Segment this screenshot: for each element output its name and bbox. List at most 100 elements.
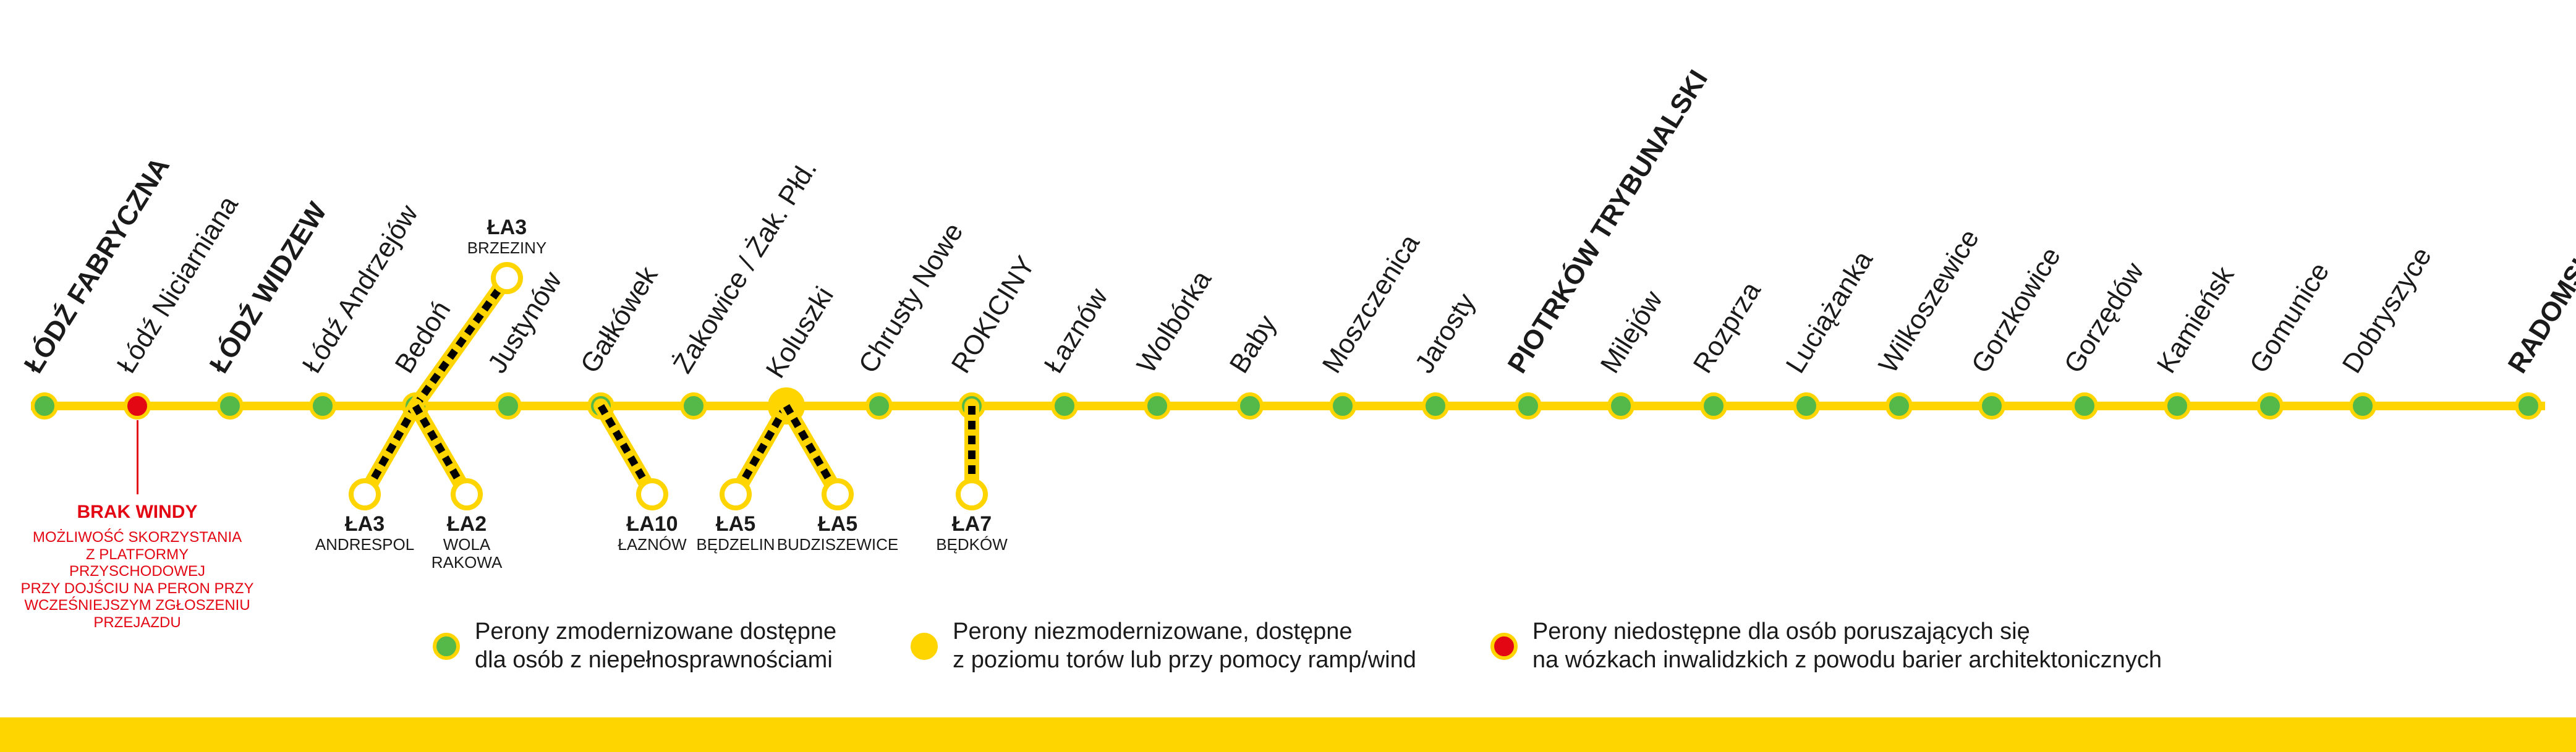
note-body: MOŻLIWOŚĆ SKORZYSTANIAZ PLATFORMY PRZYSC… — [20, 529, 255, 632]
station-label: Łaznów — [1039, 283, 1115, 379]
station-dot — [2256, 392, 2284, 420]
station-dot — [31, 392, 58, 420]
station-label: Wilkoszewice — [1873, 224, 1986, 379]
station: Wilkoszewice — [1885, 392, 1913, 420]
station-dot — [1607, 392, 1634, 420]
station-label: Gorzędów — [2059, 257, 2151, 379]
station: ŁÓDŹ WIDZEW — [216, 392, 244, 420]
legend-dot — [433, 633, 460, 660]
station-label: Dobryszyce — [2337, 242, 2438, 379]
station: Żakowice / Żak. Płd. — [680, 392, 707, 420]
station-dot — [1793, 392, 1820, 420]
branch-name: BĘDKÓW — [936, 536, 1008, 554]
station-dot — [2515, 392, 2542, 420]
station: Koluszki — [768, 387, 805, 425]
station: Gomunice — [2256, 392, 2284, 420]
station-dot — [124, 392, 151, 420]
branch-label: ŁA5 BUDZISZEWICE — [777, 513, 898, 554]
legend-text: Perony niezmodernizowane, dostępnez pozi… — [953, 618, 1416, 674]
station-dot — [1422, 392, 1449, 420]
station: Milejów — [1607, 392, 1634, 420]
station-dot — [680, 392, 707, 420]
station: Jarosty — [1422, 392, 1449, 420]
station-label: Koluszki — [760, 282, 840, 384]
station: Dobryszyce — [2349, 392, 2376, 420]
branch-name: WOLARAKOWA — [431, 536, 503, 571]
branch-code: ŁA7 — [936, 513, 1008, 536]
station: ROKICINY — [958, 392, 985, 420]
station-dot — [2071, 392, 2098, 420]
legend-item: Perony niezmodernizowane, dostępnez pozi… — [911, 618, 1416, 674]
station: Luciążanka — [1793, 392, 1820, 420]
station-dot — [2349, 392, 2376, 420]
station-label: Jarosty — [1409, 288, 1482, 379]
branch-name: BUDZISZEWICE — [777, 536, 898, 554]
station-label: ROKICINY — [946, 251, 1042, 379]
legend-dot — [911, 633, 938, 660]
station-label: Gałkówek — [575, 261, 665, 379]
station-label: Justynów — [482, 266, 569, 379]
branch-label: ŁA7 BĘDKÓW — [936, 513, 1008, 554]
branch-code: ŁA5 — [696, 513, 775, 536]
station-dot — [1978, 392, 2005, 420]
accessibility-note: BRAK WINDY MOŻLIWOŚĆ SKORZYSTANIAZ PLATF… — [20, 420, 255, 632]
station: PIOTRKÓW TRYBUNALSKI — [1515, 392, 1542, 420]
route-diagram: ŁÓDŹ FABRYCZNA Łódź Niciarniana ŁÓDŹ WIDZE… — [31, 0, 2545, 649]
branch-code: ŁA3 — [467, 216, 547, 239]
legend-text: Perony niedostępne dla osób poruszającyc… — [1532, 618, 2162, 674]
legend: Perony zmodernizowane dostępnedla osób z… — [433, 618, 2539, 674]
station-dot — [587, 392, 614, 420]
station-label: Baby — [1224, 310, 1283, 379]
note-connector — [137, 420, 138, 494]
station: Gorzędów — [2071, 392, 2098, 420]
station-dot — [2164, 392, 2191, 420]
station-label: Bedoń — [389, 296, 457, 379]
station: Łódź Andrzejów — [309, 392, 336, 420]
station-label: Kamieńsk — [2151, 261, 2241, 379]
branch-label: ŁA3 ANDRESPOL — [315, 513, 414, 554]
station-label: Moszczenica — [1317, 229, 1426, 379]
branch-code: ŁA2 — [431, 513, 503, 536]
station-dot — [1885, 392, 1913, 420]
station-label: Wolbórka — [1131, 266, 1218, 379]
station: ŁÓDŹ FABRYCZNA — [31, 392, 58, 420]
station-dot — [402, 392, 429, 420]
station-dot — [865, 392, 893, 420]
station: Łaznów — [1051, 392, 1078, 420]
station-dot — [1515, 392, 1542, 420]
station: Łódź Niciarniana — [124, 392, 151, 420]
station-dot — [1700, 392, 1727, 420]
station: Kamieńsk — [2164, 392, 2191, 420]
station-label: Rozprza — [1688, 277, 1767, 379]
legend-text: Perony zmodernizowane dostępnedla osób z… — [475, 618, 836, 674]
legend-dot — [1490, 633, 1518, 660]
station-label: Luciążanka — [1780, 246, 1879, 379]
branch-name: BĘDZELIN — [696, 536, 775, 554]
station: Moszczenica — [1329, 392, 1356, 420]
station: Justynów — [495, 392, 522, 420]
branch-label: ŁA2 WOLARAKOWA — [431, 513, 503, 572]
station: RADOMSKO — [2515, 392, 2542, 420]
station-label: Milejów — [1595, 285, 1669, 379]
station-dot — [958, 392, 985, 420]
station: Chrusty Nowe — [865, 392, 893, 420]
station-label: Gomunice — [2244, 257, 2336, 379]
station-dot — [1329, 392, 1356, 420]
station-dot — [1144, 392, 1171, 420]
branch-name: ANDRESPOL — [315, 536, 414, 554]
station: Gorzkowice — [1978, 392, 2005, 420]
station-dot — [768, 387, 805, 425]
station-label: PIOTRKÓW TRYBUNALSKI — [1502, 65, 1714, 379]
branch-code: ŁA3 — [315, 513, 414, 536]
legend-item: Perony niedostępne dla osób poruszającyc… — [1490, 618, 2162, 674]
station-label: RADOMSKO — [2502, 226, 2576, 379]
station-dot — [309, 392, 336, 420]
branch-code: ŁA5 — [777, 513, 898, 536]
station-dot — [1236, 392, 1264, 420]
station: Wolbórka — [1144, 392, 1171, 420]
branch-code: ŁA10 — [618, 513, 686, 536]
branch-label: ŁA5 BĘDZELIN — [696, 513, 775, 554]
station-label: Gorzkowice — [1966, 242, 2067, 379]
station: Gałkówek — [587, 392, 614, 420]
station: Rozprza — [1700, 392, 1727, 420]
